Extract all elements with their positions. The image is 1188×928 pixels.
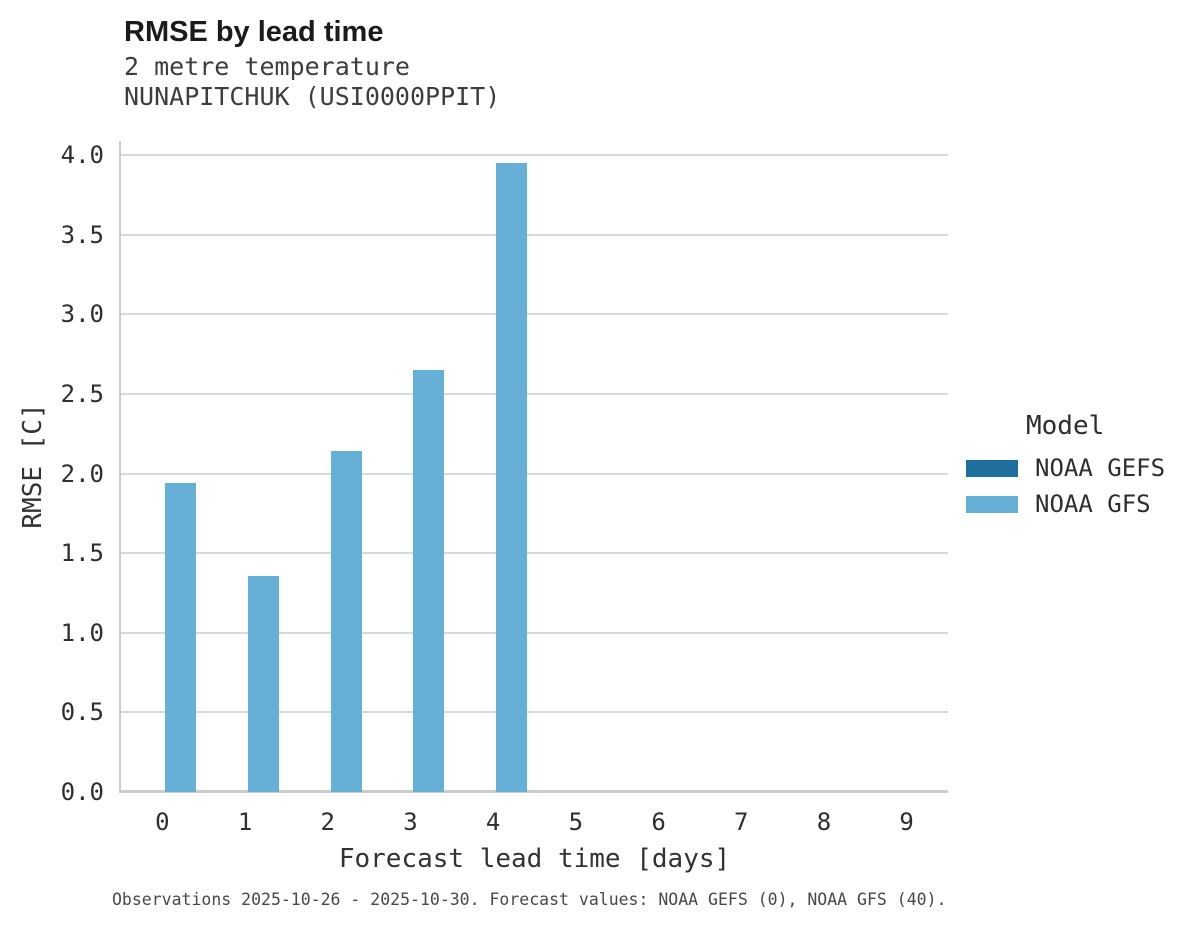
x-tick-label-5: 5	[568, 808, 584, 836]
legend-label: NOAA GFS	[1035, 490, 1151, 518]
y-tick-label-2.5: 2.5	[60, 380, 104, 409]
x-tick-label-1: 1	[237, 808, 253, 836]
y-tick-label-0.0: 0.0	[60, 778, 104, 806]
x-axis-title: Forecast lead time [days]	[338, 844, 731, 874]
gridline-y-3.0	[121, 313, 948, 316]
bar-noaa-gfs-lead-4	[496, 163, 528, 792]
x-tick-label-0: 0	[155, 808, 170, 836]
x-axis-spine	[119, 790, 948, 793]
bar-noaa-gfs-lead-1	[248, 575, 280, 792]
legend-swatch-icon	[966, 459, 1018, 477]
x-tick-label-9: 9	[899, 808, 914, 836]
chart-subtitle-line-2: NUNAPITCHUK (USI0000PPIT)	[124, 82, 501, 111]
y-tick-label-1.5: 1.5	[60, 539, 104, 568]
chart-subtitle: 2 metre temperature NUNAPITCHUK (USI0000…	[124, 52, 500, 112]
gridline-y-3.5	[121, 233, 948, 236]
y-tick-label-2.0: 2.0	[60, 459, 104, 488]
legend-title: Model	[1026, 411, 1105, 441]
bar-noaa-gfs-lead-3	[413, 370, 445, 792]
gridline-y-2.0	[121, 472, 948, 475]
y-tick-label-3.0: 3.0	[60, 300, 104, 329]
footer-note: Observations 2025-10-26 - 2025-10-30. Fo…	[112, 890, 947, 909]
legend-label: NOAA GEFS	[1035, 454, 1166, 482]
bar-noaa-gfs-lead-2	[330, 451, 362, 792]
plot-area: 0.0 0.5 1.0 1.5 2.0 2.5 3.0 3.5 4.0 0 1 2 3 4 5 6 7 8 9	[61, 141, 948, 836]
gridline-y-2.5	[121, 393, 948, 396]
legend-item-noaa-gfs: NOAA GFS	[966, 490, 1165, 518]
y-axis-title: RMSE [C]	[18, 403, 48, 529]
x-tick-label-6: 6	[651, 808, 666, 836]
chart-title: RMSE by lead time	[124, 16, 384, 48]
gridline-y-0.5	[121, 711, 948, 714]
x-tick-label-4: 4	[485, 808, 501, 836]
y-tick-label-1.0: 1.0	[60, 618, 104, 647]
y-tick-label-0.5: 0.5	[60, 698, 104, 727]
x-tick-label-3: 3	[403, 808, 418, 836]
legend-swatch-icon	[966, 495, 1018, 513]
gridline-y-1.5	[121, 552, 948, 555]
gridline-y-4.0	[121, 154, 948, 157]
y-tick-label-4.0: 4.0	[60, 141, 104, 170]
legend-items: NOAA GEFS NOAA GFS	[966, 454, 1166, 518]
x-tick-label-7: 7	[734, 808, 749, 836]
x-tick-label-8: 8	[816, 808, 832, 836]
y-axis-spine	[119, 141, 121, 793]
chart-subtitle-line-1: 2 metre temperature	[124, 52, 410, 81]
legend: Model NOAA GEFS NOAA GFS	[966, 411, 1165, 527]
y-tick-label-3.5: 3.5	[60, 220, 104, 249]
x-tick-label-2: 2	[320, 808, 335, 836]
legend-item-noaa-gefs: NOAA GEFS	[966, 454, 1166, 482]
gridline-y-1.0	[121, 631, 948, 634]
bar-noaa-gfs-lead-0	[165, 483, 197, 792]
